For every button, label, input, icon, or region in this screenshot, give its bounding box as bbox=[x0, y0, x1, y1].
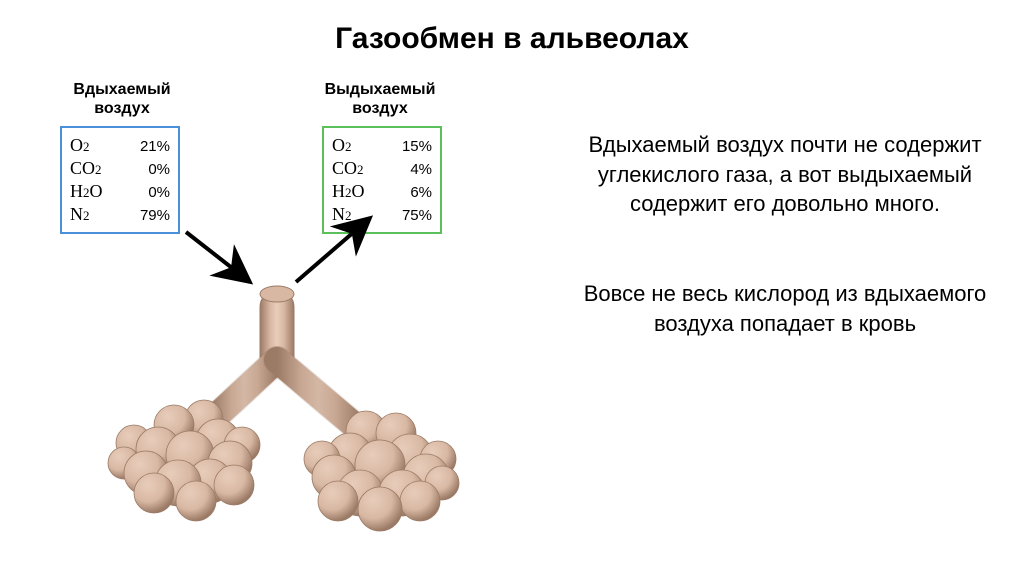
text-area: Вдыхаемый воздух почти не содержит углек… bbox=[580, 130, 990, 398]
gas-arrows bbox=[0, 60, 560, 560]
page-title: Газообмен в альвеолах bbox=[0, 0, 1024, 56]
paragraph-2: Вовсе не весь кислород из вдыхаемого воз… bbox=[580, 279, 990, 338]
diagram-area: Вдыхаемый воздух O221%CO20%H2O0%N279% Вы… bbox=[0, 60, 560, 560]
paragraph-1: Вдыхаемый воздух почти не содержит углек… bbox=[580, 130, 990, 219]
